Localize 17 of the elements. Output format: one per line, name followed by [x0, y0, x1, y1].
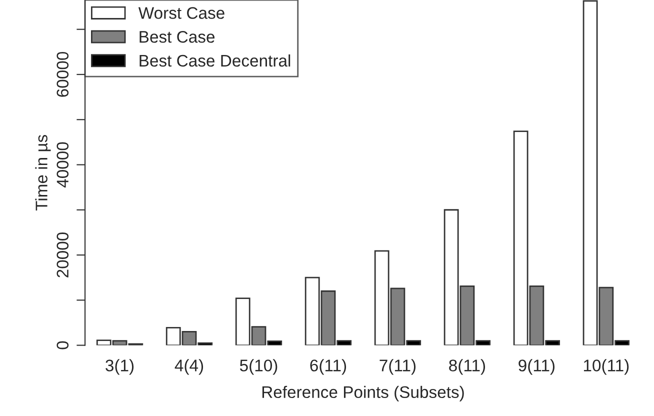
y-tick-label: 60000 [56, 52, 69, 97]
y-tick-label: 20000 [56, 232, 69, 278]
x-tick-label: 8(11) [449, 359, 486, 375]
x-tick-label: 5(10) [240, 359, 278, 375]
x-tick-label: 9(11) [518, 359, 554, 375]
y-tick-label: 0 [56, 341, 69, 350]
x-tick-label: 7(11) [380, 359, 416, 375]
legend-label: Worst Case [138, 7, 224, 19]
x-tick-label: 3(1) [106, 359, 134, 375]
x-tick-label: 10(11) [584, 359, 629, 375]
legend-label: Best Case [140, 30, 214, 43]
x-tick-label: 4(4) [174, 359, 204, 375]
x-tick-label: 6(11) [310, 359, 346, 375]
y-tick-label: 40000 [56, 142, 69, 188]
legend-label: Best Case Decentral [140, 54, 290, 67]
y-axis-title: Time in µs [35, 134, 51, 211]
x-axis-title: Reference Points (Subsets) [262, 386, 464, 402]
